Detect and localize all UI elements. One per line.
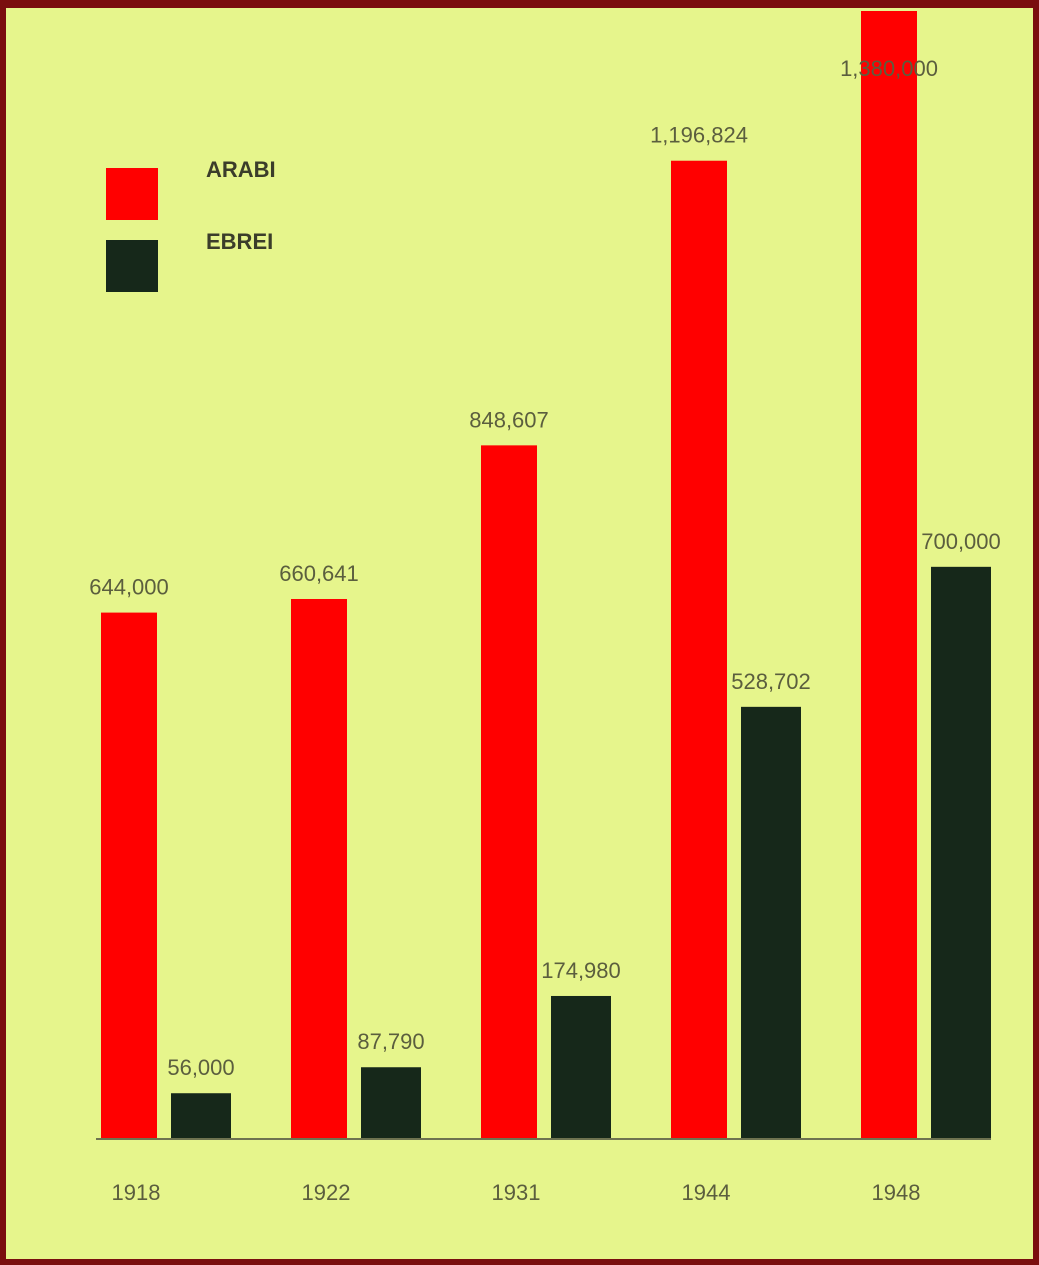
bar-ebrei-1948 [931,566,991,1139]
bar-ebrei-1922 [361,1067,421,1139]
x-tick-label-1922: 1922 [302,1180,351,1205]
bar-ebrei-1931 [551,995,611,1139]
value-label-arabi-1922: 660,641 [279,561,359,586]
bar-arabi-1944 [671,160,727,1140]
value-label-ebrei-1918: 56,000 [167,1055,234,1080]
value-label-ebrei-1931: 174,980 [541,958,621,983]
legend-swatch-arabi [106,168,158,220]
bar-ebrei-1918 [171,1093,231,1139]
bar-arabi-1931 [481,445,537,1139]
legend-label-arabi: ARABI [206,157,276,182]
value-label-ebrei-1948: 700,000 [921,529,1001,554]
value-label-arabi-1931: 848,607 [469,407,549,432]
bar-ebrei-1944 [741,706,801,1139]
x-tick-labels: 1918 1922 1931 1944 1948 [112,1180,921,1205]
bar-chart: ARABI EBREI 644,000 56,000 660,641 87,790 848… [89,11,1001,1205]
legend-swatch-ebrei [106,240,158,292]
value-label-arabi-1948: 1,380,000 [840,56,938,81]
legend-label-ebrei: EBREI [206,229,273,254]
x-tick-label-1918: 1918 [112,1180,161,1205]
x-tick-label-1931: 1931 [492,1180,541,1205]
value-label-ebrei-1944: 528,702 [731,669,811,694]
bar-arabi-1948 [861,11,917,1139]
chart-frame: ARABI EBREI 644,000 56,000 660,641 87,790 848… [6,8,1033,1259]
x-tick-label-1944: 1944 [682,1180,731,1205]
x-tick-label-1948: 1948 [872,1180,921,1205]
value-label-arabi-1944: 1,196,824 [650,123,748,148]
legend: ARABI EBREI [106,157,276,292]
bars-group: 644,000 56,000 660,641 87,790 848,607 174,980… [89,11,1001,1140]
bar-arabi-1922 [291,598,347,1139]
value-label-arabi-1918: 644,000 [89,575,169,600]
value-label-ebrei-1922: 87,790 [357,1029,424,1054]
bar-arabi-1918 [101,612,157,1139]
